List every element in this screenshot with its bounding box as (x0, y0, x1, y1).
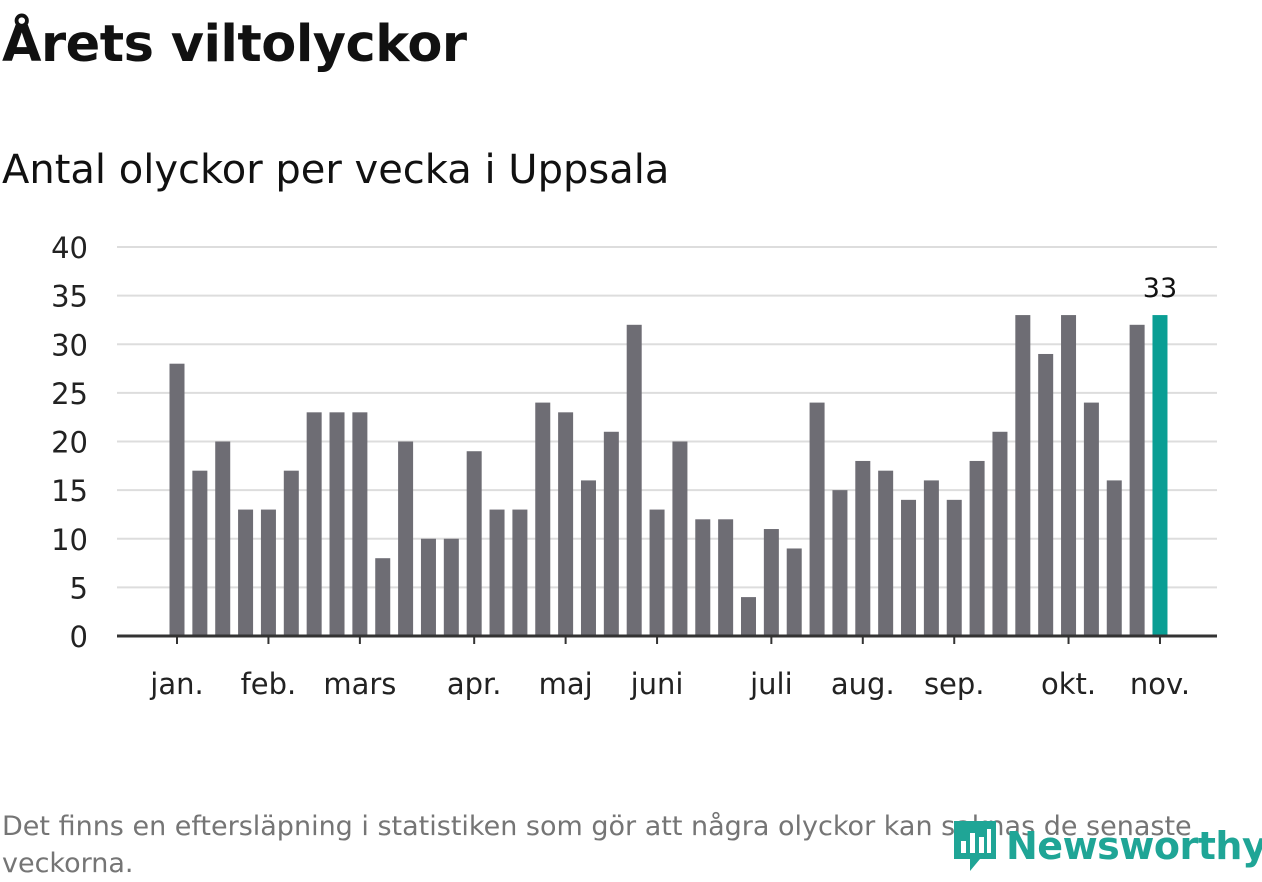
bar (238, 509, 254, 636)
bar (832, 490, 848, 636)
chart-subtitle: Antal olyckor per vecka i Uppsala (2, 147, 670, 193)
bar (512, 509, 528, 636)
bar (923, 480, 939, 636)
data-labels: 33 (1143, 273, 1177, 304)
bar (992, 431, 1008, 636)
x-tick-label: juli (749, 667, 793, 701)
bar (1083, 402, 1099, 636)
bar (718, 519, 734, 636)
bars (169, 315, 1168, 636)
y-tick-label: 15 (51, 474, 88, 508)
bar (352, 412, 368, 636)
bar-chart: 0 5 10 15 20 25 30 35 40 jan. feb. mars apr. maj juni… (51, 231, 1217, 701)
data-label: 33 (1143, 273, 1177, 304)
y-tick-label: 5 (70, 571, 88, 605)
bar (192, 470, 208, 636)
grid-lines: 0 5 10 15 20 25 30 35 40 (51, 231, 1217, 654)
x-tick-label: mars (323, 667, 396, 701)
newsworthy-logo-icon (954, 821, 996, 871)
bar (535, 402, 551, 636)
bar (375, 558, 391, 636)
bar (306, 412, 322, 636)
bar (695, 519, 711, 636)
x-tick-label: feb. (241, 667, 297, 701)
x-tick-label: nov. (1130, 667, 1190, 701)
bar (398, 441, 414, 636)
bar (626, 324, 642, 636)
bar (969, 460, 985, 636)
y-tick-label: 20 (51, 426, 88, 460)
bar (1129, 324, 1145, 636)
bar (329, 412, 345, 636)
logo-text: Newsworthy (1006, 824, 1262, 868)
bar (558, 412, 574, 636)
y-tick-label: 40 (51, 231, 88, 265)
bar (672, 441, 688, 636)
bar (1106, 480, 1122, 636)
x-tick-label: jan. (149, 667, 203, 701)
chart-title: Årets viltolyckor (2, 15, 467, 74)
bar (443, 538, 459, 636)
bar (260, 509, 276, 636)
bar (580, 480, 596, 636)
y-tick-label: 25 (51, 377, 88, 411)
bar (169, 363, 185, 636)
bar (855, 460, 871, 636)
bar (489, 509, 505, 636)
bar (878, 470, 894, 636)
bar-highlight (1152, 315, 1168, 636)
newsworthy-logo: Newsworthy (950, 816, 1262, 876)
bar (283, 470, 299, 636)
bar (946, 499, 962, 636)
x-axis: jan. feb. mars apr. maj juni juli aug. sep. okt. n… (117, 634, 1217, 701)
x-tick-label: aug. (831, 667, 895, 701)
x-tick-label: maj (539, 667, 593, 701)
bar (786, 548, 802, 636)
x-tick-label: juni (630, 667, 684, 701)
bar (741, 597, 756, 636)
bar (1015, 315, 1031, 636)
bar (809, 402, 825, 636)
x-tick-label: sep. (924, 667, 985, 701)
y-tick-label: 10 (51, 523, 88, 557)
bar (466, 451, 482, 636)
bar (649, 509, 665, 636)
x-tick-label: okt. (1041, 667, 1096, 701)
y-tick-label: 35 (51, 280, 88, 314)
bar (1038, 353, 1054, 636)
bar (1061, 315, 1077, 636)
bar (420, 538, 436, 636)
bar (763, 529, 779, 636)
bar (901, 499, 917, 636)
y-tick-label: 0 (70, 620, 88, 654)
y-tick-label: 30 (51, 328, 88, 362)
x-tick-label: apr. (447, 667, 502, 701)
bar (215, 441, 231, 636)
bar (603, 431, 619, 636)
